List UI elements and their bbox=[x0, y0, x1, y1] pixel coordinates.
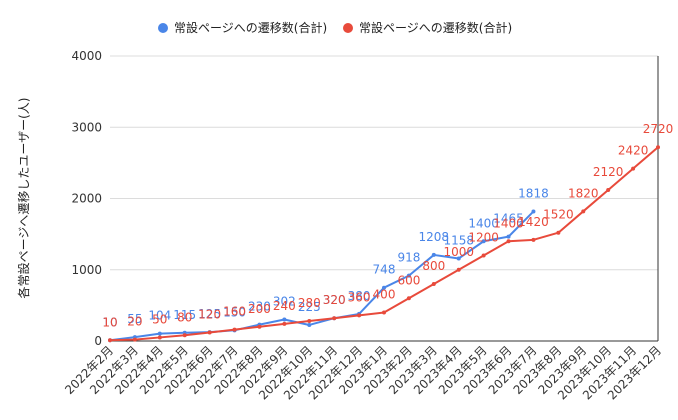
data-point bbox=[382, 310, 386, 315]
data-point bbox=[581, 209, 586, 214]
data-label: 150 bbox=[223, 305, 246, 319]
data-label: 1400 bbox=[493, 216, 524, 230]
data-label: 10 bbox=[102, 315, 117, 329]
data-label: 800 bbox=[422, 259, 445, 273]
data-label: 1400 bbox=[468, 216, 499, 230]
data-point bbox=[631, 166, 636, 171]
data-point bbox=[282, 317, 287, 322]
data-label: 55 bbox=[127, 312, 142, 326]
x-axis-ticks: 2022年2月2022年3月2022年4月2022年5月2022年6月2022年… bbox=[62, 343, 664, 402]
data-point bbox=[606, 187, 611, 192]
data-label: 1820 bbox=[568, 186, 599, 200]
data-label: 2420 bbox=[618, 144, 649, 158]
data-point bbox=[431, 252, 436, 257]
data-point bbox=[456, 256, 461, 261]
data-label: 10 bbox=[102, 315, 117, 329]
data-label: 2720 bbox=[643, 122, 674, 136]
data-label: 1208 bbox=[419, 230, 450, 244]
data-point bbox=[282, 321, 287, 326]
data-label: 400 bbox=[373, 288, 396, 302]
data-point bbox=[307, 322, 312, 327]
data-label: 20 bbox=[127, 315, 142, 329]
data-label: 1158 bbox=[443, 233, 474, 247]
data-point bbox=[406, 273, 411, 278]
data-label: 600 bbox=[397, 273, 420, 287]
data-label: 302 bbox=[273, 294, 296, 308]
data-point bbox=[481, 253, 486, 258]
data-label: 1000 bbox=[443, 245, 474, 259]
data-point bbox=[656, 145, 660, 150]
data-label: 380 bbox=[348, 289, 371, 303]
data-label: 320 bbox=[323, 293, 346, 307]
data-point bbox=[357, 313, 362, 318]
data-point bbox=[108, 338, 112, 343]
y-axis-label: 各常設ページへ遷移したユーザー(人) bbox=[16, 98, 31, 299]
data-label: 1465 bbox=[493, 212, 524, 226]
data-label: 360 bbox=[348, 290, 371, 304]
y-tick-label: 4000 bbox=[71, 49, 102, 63]
data-label: 2120 bbox=[593, 165, 624, 179]
data-label: 1420 bbox=[518, 215, 549, 229]
data-point bbox=[456, 267, 461, 272]
data-label: 320 bbox=[323, 293, 346, 307]
data-label: 125 bbox=[198, 307, 221, 321]
legend-label-series-1: 常設ページへの遷移数(合計) bbox=[174, 20, 327, 35]
data-label: 80 bbox=[177, 310, 192, 324]
data-label: 918 bbox=[397, 251, 420, 265]
legend-marker-series-1 bbox=[158, 23, 168, 33]
y-tick-label: 1000 bbox=[71, 263, 102, 277]
data-point bbox=[506, 234, 511, 239]
data-label: 160 bbox=[223, 305, 246, 319]
data-label: 230 bbox=[248, 300, 271, 314]
data-point bbox=[207, 330, 212, 335]
y-axis-ticks: 0 1000 2000 3000 4000 bbox=[71, 49, 102, 348]
data-point bbox=[332, 316, 337, 321]
data-point bbox=[531, 237, 536, 242]
data-label: 1200 bbox=[468, 231, 499, 245]
data-point bbox=[182, 333, 187, 338]
data-label: 115 bbox=[173, 308, 196, 322]
data-label: 280 bbox=[298, 296, 321, 310]
data-label: 225 bbox=[298, 300, 321, 314]
data-point bbox=[157, 335, 162, 340]
data-label: 1818 bbox=[518, 186, 549, 200]
data-point bbox=[132, 337, 137, 342]
data-point bbox=[257, 324, 262, 329]
data-point bbox=[232, 327, 237, 332]
legend-label-series-2: 常設ページへの遷移数(合計) bbox=[359, 20, 512, 35]
series-line-1 bbox=[109, 210, 535, 342]
data-point bbox=[406, 296, 411, 301]
series-group bbox=[108, 145, 660, 343]
legend-marker-series-2 bbox=[343, 23, 353, 33]
data-label: 240 bbox=[273, 299, 296, 313]
data-point bbox=[506, 239, 511, 244]
data-label: 1520 bbox=[543, 208, 574, 222]
y-tick-label: 0 bbox=[94, 334, 102, 348]
data-label: 120 bbox=[198, 307, 221, 321]
y-tick-label: 3000 bbox=[71, 120, 102, 134]
data-point bbox=[556, 230, 561, 235]
data-label: 104 bbox=[148, 309, 171, 323]
data-point bbox=[382, 285, 386, 290]
data-point bbox=[157, 331, 162, 336]
data-point bbox=[307, 319, 312, 324]
data-label: 50 bbox=[152, 312, 167, 326]
gridlines bbox=[110, 55, 659, 342]
data-label: 748 bbox=[373, 263, 396, 277]
y-tick-label: 2000 bbox=[71, 192, 102, 206]
data-label: 200 bbox=[248, 302, 271, 316]
legend: 常設ページへの遷移数(合計) 常設ページへの遷移数(合計) bbox=[158, 20, 512, 35]
data-point bbox=[431, 282, 436, 286]
data-point bbox=[531, 209, 536, 214]
data-point bbox=[481, 239, 486, 244]
